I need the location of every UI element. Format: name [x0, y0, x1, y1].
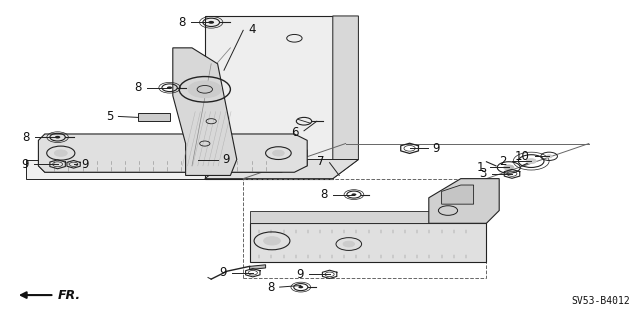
Text: 9: 9 — [81, 158, 89, 171]
Text: 9: 9 — [21, 158, 29, 171]
Text: FR.: FR. — [58, 289, 81, 301]
Polygon shape — [38, 150, 307, 163]
Circle shape — [188, 81, 221, 98]
Circle shape — [298, 286, 303, 288]
Text: 8: 8 — [267, 281, 275, 293]
Polygon shape — [250, 211, 486, 223]
Circle shape — [343, 241, 355, 247]
Circle shape — [54, 150, 67, 156]
Circle shape — [167, 86, 172, 89]
Text: SV53-B4012: SV53-B4012 — [572, 296, 630, 306]
Text: 9: 9 — [433, 142, 440, 155]
Text: 4: 4 — [248, 23, 256, 36]
Text: 8: 8 — [320, 188, 328, 201]
Circle shape — [264, 237, 280, 245]
Polygon shape — [442, 185, 474, 204]
Circle shape — [273, 150, 284, 156]
Text: 5: 5 — [106, 110, 113, 123]
Polygon shape — [429, 179, 499, 223]
Polygon shape — [26, 160, 320, 179]
Text: 9: 9 — [296, 268, 304, 281]
Polygon shape — [333, 16, 358, 179]
Circle shape — [546, 155, 552, 158]
Polygon shape — [205, 160, 358, 179]
Text: 9: 9 — [223, 153, 230, 166]
Text: 8: 8 — [22, 131, 30, 144]
Text: 10: 10 — [515, 150, 530, 163]
Text: 1: 1 — [477, 161, 484, 174]
Polygon shape — [138, 113, 170, 121]
Text: 8: 8 — [134, 81, 142, 94]
Polygon shape — [38, 134, 307, 172]
Text: 3: 3 — [479, 167, 486, 180]
Text: 6: 6 — [291, 126, 299, 139]
Text: 8: 8 — [178, 16, 186, 29]
Circle shape — [526, 159, 536, 164]
Polygon shape — [38, 160, 307, 172]
Circle shape — [351, 193, 356, 196]
Text: 9: 9 — [220, 266, 227, 279]
Text: 2: 2 — [499, 155, 507, 167]
Circle shape — [208, 21, 214, 24]
Polygon shape — [250, 223, 486, 262]
Polygon shape — [250, 265, 266, 270]
Circle shape — [55, 136, 60, 138]
Circle shape — [504, 165, 514, 170]
Polygon shape — [173, 48, 237, 175]
Text: 7: 7 — [317, 155, 324, 168]
Polygon shape — [205, 16, 333, 179]
